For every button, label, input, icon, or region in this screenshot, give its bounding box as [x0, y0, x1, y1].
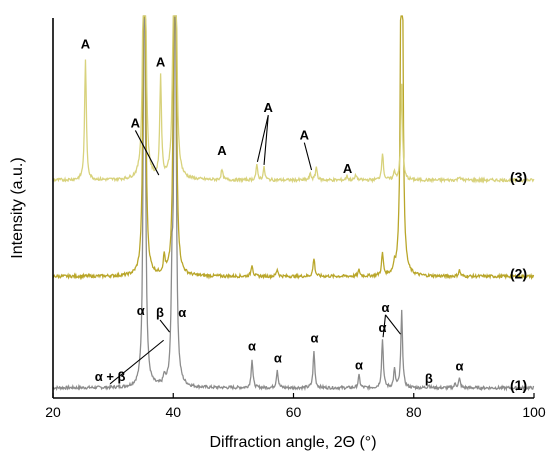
series-line-2 — [52, 15, 535, 281]
annotation-leader — [256, 115, 269, 163]
annotation-leader — [385, 314, 401, 335]
peak-annotation: α — [137, 303, 145, 318]
annotation-leader — [109, 339, 164, 385]
series-label: (3) — [510, 169, 527, 185]
peak-annotation: α — [455, 359, 463, 374]
peak-annotation: β — [156, 305, 164, 320]
peak-annotation: A — [131, 115, 141, 130]
series-label: (1) — [510, 377, 527, 393]
x-ticks: 20 40 60 80 100 — [45, 393, 546, 420]
series-line-1 — [52, 15, 535, 392]
x-axis-label: Diffraction angle, 2Θ (°) — [209, 434, 376, 451]
peak-annotation: A — [300, 128, 310, 143]
y-axis-label: Intensity (a.u.) — [9, 157, 26, 258]
peak-annotation: α — [378, 320, 386, 335]
annotation-leader — [263, 115, 269, 165]
peak-annotation: α — [274, 351, 282, 366]
peak-annotation: β — [425, 371, 433, 386]
peak-annotation: α — [355, 358, 363, 373]
peak-annotation: A — [343, 161, 353, 176]
annotation-leader — [303, 142, 313, 171]
x-tick-label: 20 — [45, 404, 61, 420]
x-tick-label: 40 — [165, 404, 181, 420]
annotation-leader — [159, 319, 171, 333]
peak-annotation: α — [311, 330, 319, 345]
peak-annotation: A — [264, 100, 274, 115]
peak-annotation: α — [248, 338, 256, 353]
series-label: (2) — [510, 265, 527, 281]
peak-annotation: A — [156, 55, 166, 70]
x-tick-label: 100 — [522, 404, 546, 420]
annotation-leader — [382, 314, 387, 338]
peak-annotation: A — [217, 143, 227, 158]
x-tick-label: 60 — [286, 404, 302, 420]
peak-annotation: α — [178, 305, 186, 320]
annotation-leader — [134, 130, 160, 176]
peak-annotation: A — [81, 36, 91, 51]
x-tick-label: 80 — [406, 404, 422, 420]
peak-annotation: α — [381, 300, 389, 315]
series-layer: (1) (2) (3) — [52, 15, 535, 393]
peak-annotation: α + β — [95, 369, 126, 384]
series-line-3 — [52, 15, 535, 184]
